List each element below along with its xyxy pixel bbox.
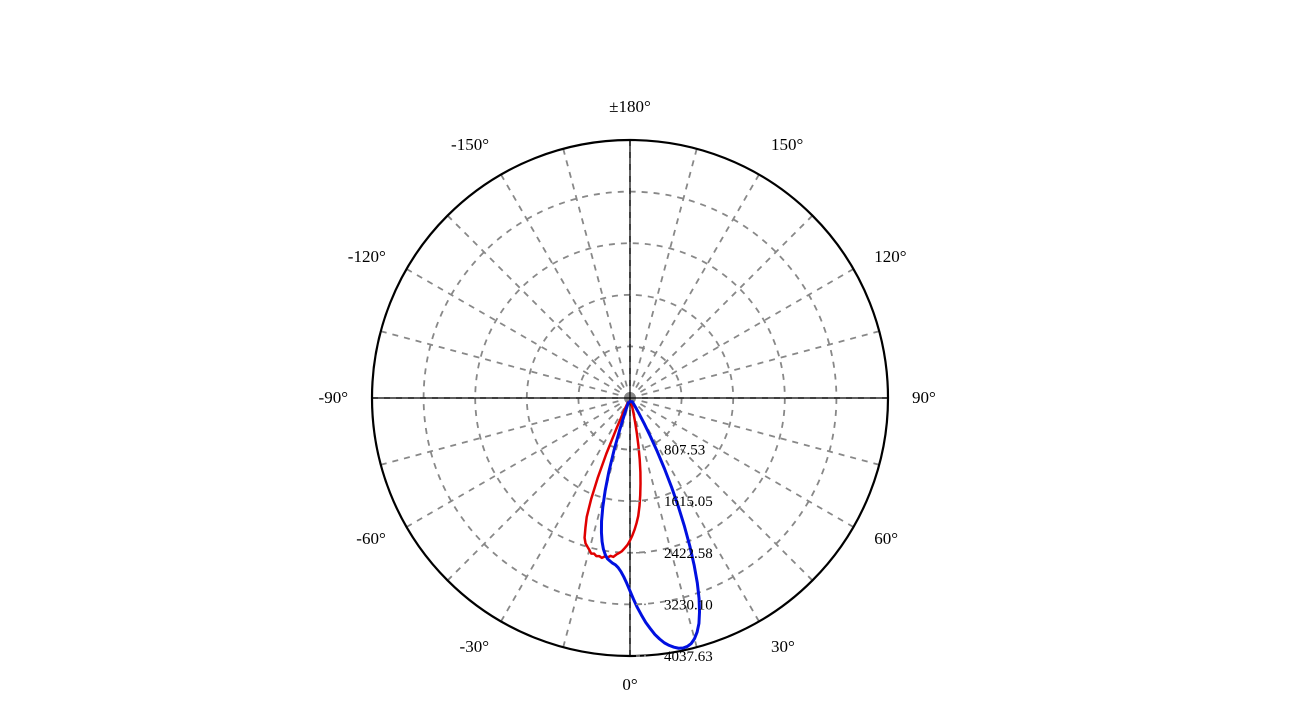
radial-label: 1615.05 — [664, 494, 713, 510]
angle-label: -30° — [460, 637, 489, 656]
radial-label: 2422.58 — [664, 546, 713, 562]
radial-label: 807.53 — [664, 443, 705, 459]
angle-label: 90° — [912, 388, 936, 407]
angle-label: 60° — [874, 529, 898, 548]
radial-label: 3230.10 — [664, 597, 713, 613]
angle-label: -90° — [319, 388, 348, 407]
polar-chart-container: 807.53 1615.05 2422.58 3230.10 4037.63 ±180° -… — [0, 0, 1294, 720]
angle-label: -150° — [451, 135, 489, 154]
polar-chart-svg: 807.53 1615.05 2422.58 3230.10 4037.63 ±180° -… — [0, 0, 1294, 720]
angle-label: 150° — [771, 135, 803, 154]
angle-label: 0° — [622, 675, 637, 694]
angle-label: 30° — [771, 637, 795, 656]
angle-label: ±180° — [609, 97, 651, 116]
angle-label: -60° — [356, 529, 385, 548]
angle-label: 120° — [874, 247, 906, 266]
angle-label: -120° — [348, 247, 386, 266]
radial-label: 4037.63 — [664, 649, 713, 665]
series-c0 — [585, 402, 641, 558]
